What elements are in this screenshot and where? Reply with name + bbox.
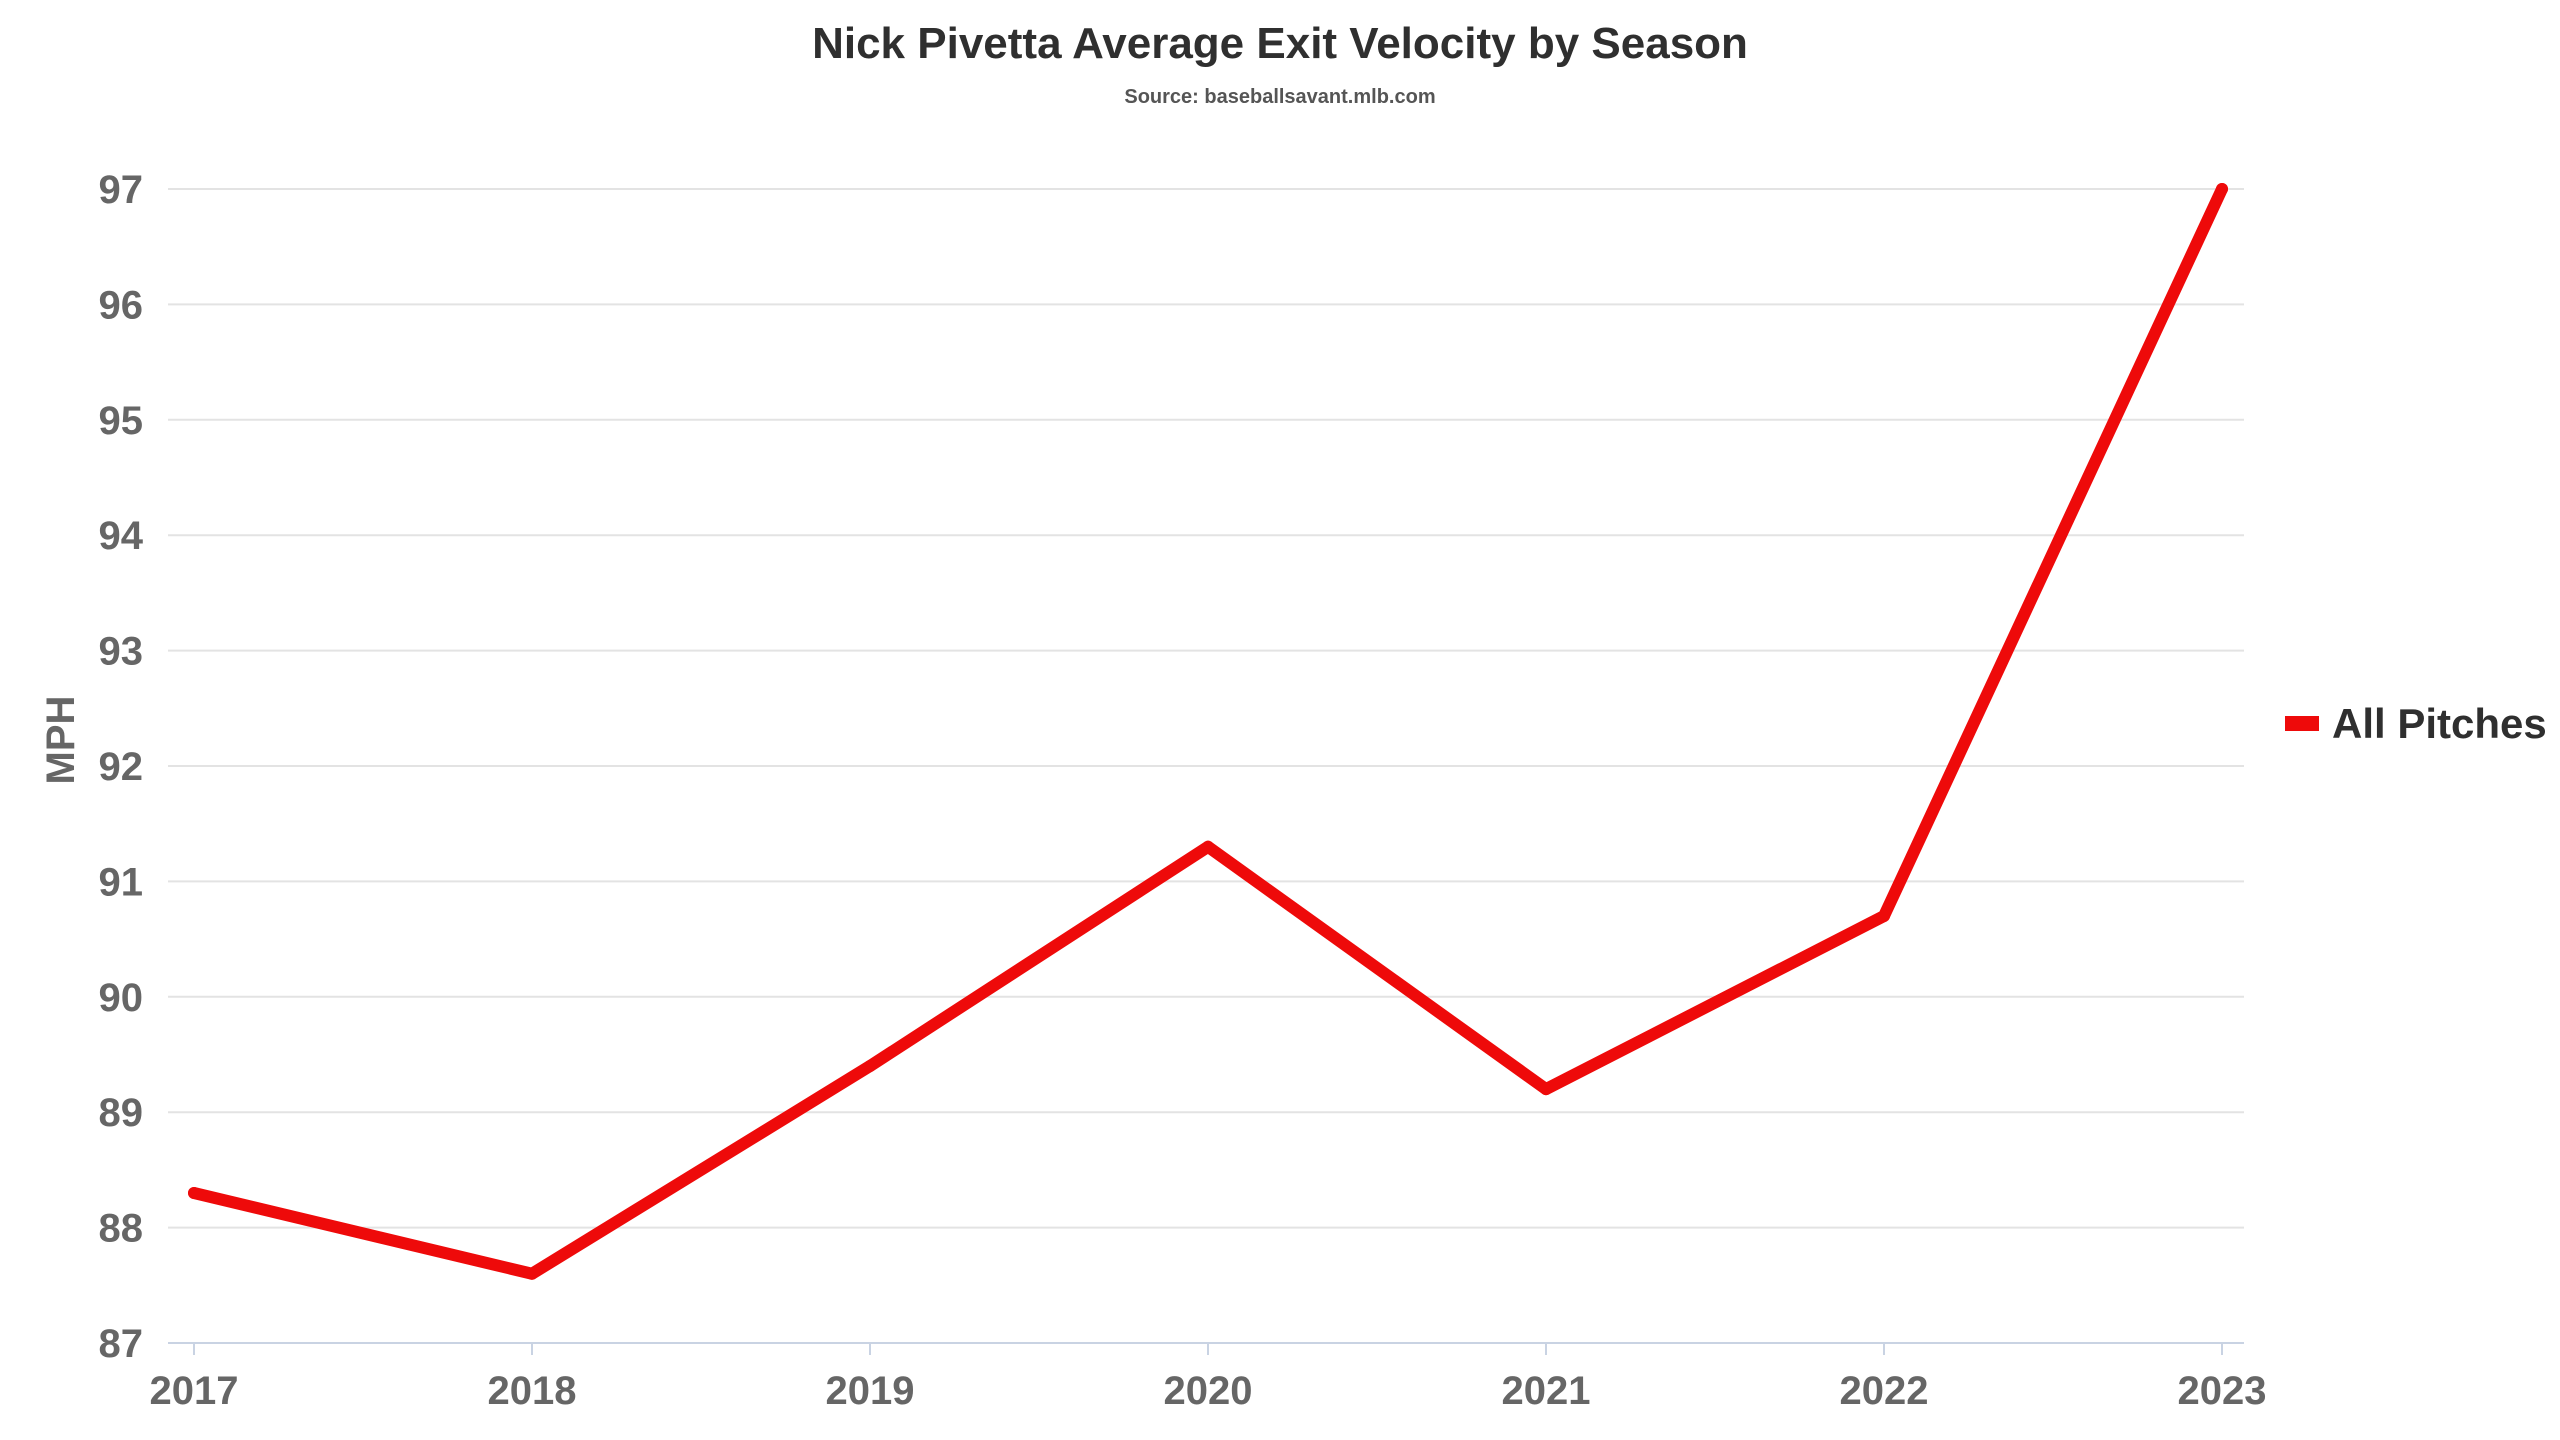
x-tick-label: 2020 [1164, 1369, 1253, 1413]
data-point [1202, 840, 1214, 853]
y-tick-label: 88 [99, 1207, 144, 1251]
x-tick-label: 2018 [488, 1369, 577, 1413]
y-tick-label: 95 [99, 399, 144, 443]
legend-swatch [2285, 716, 2319, 731]
y-tick-label: 94 [99, 514, 144, 558]
data-point [2216, 183, 2228, 195]
x-tick-label: 2023 [2178, 1369, 2267, 1413]
y-tick-label: 87 [99, 1322, 144, 1366]
y-tick-label: 92 [99, 745, 144, 789]
data-point [1878, 910, 1890, 923]
x-tick-label: 2022 [1840, 1369, 1929, 1413]
chart-subtitle: Source: baseballsavant.mlb.com [1124, 86, 1435, 108]
series-lines [188, 183, 2228, 1280]
y-tick-label: 97 [99, 168, 144, 212]
axes [168, 1342, 2244, 1355]
legend: All Pitches [2285, 700, 2547, 747]
y-tick-label: 90 [99, 976, 144, 1020]
grid-lines [168, 188, 2244, 1229]
x-tick-label: 2019 [826, 1369, 915, 1413]
data-point [526, 1267, 538, 1280]
x-tick-label: 2021 [1502, 1369, 1591, 1413]
y-tick-label: 93 [99, 630, 144, 674]
chart-title: Nick Pivetta Average Exit Velocity by Se… [812, 19, 1748, 68]
y-axis-label: MPH [39, 696, 83, 785]
y-tick-label: 96 [99, 283, 144, 327]
y-tick-label: 89 [99, 1091, 144, 1135]
series-line-all-pitches [188, 183, 2228, 1280]
data-point [864, 1060, 876, 1073]
data-point [1540, 1083, 1552, 1096]
legend-label: All Pitches [2332, 700, 2547, 747]
y-tick-label: 91 [99, 860, 144, 904]
data-point [188, 1186, 200, 1199]
x-tick-label: 2017 [150, 1369, 239, 1413]
tick-labels: 87 88 89 90 91 92 93 94 95 96 97 2017 2018 2019 2020 20… [99, 168, 2267, 1413]
